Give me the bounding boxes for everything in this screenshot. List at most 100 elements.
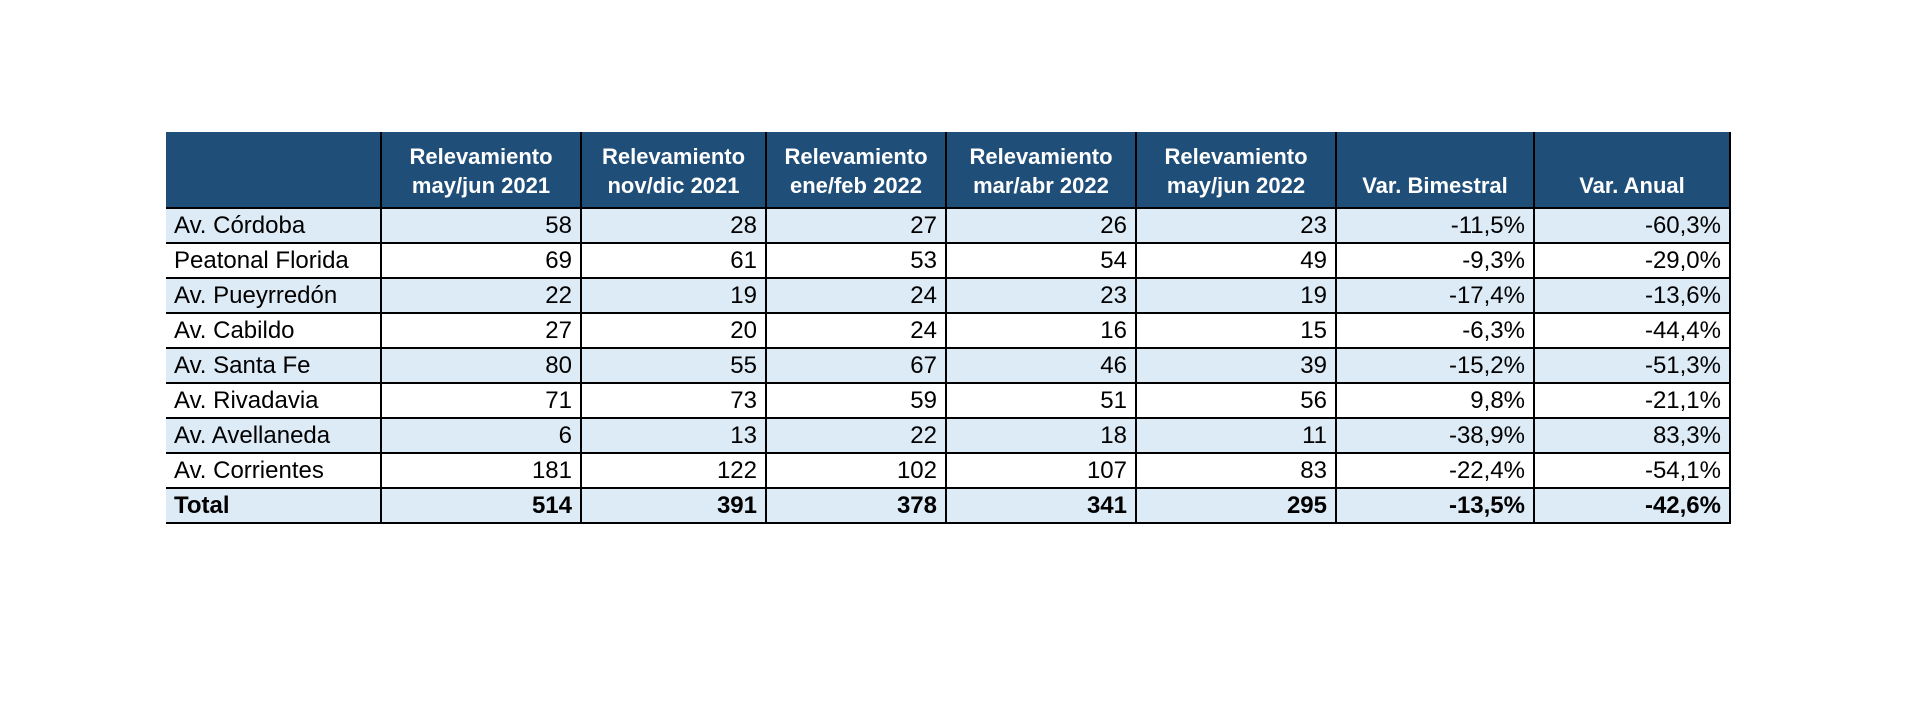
value-cell: 22 xyxy=(380,277,582,314)
value-cell: 83 xyxy=(1135,452,1337,489)
value-cell: 20 xyxy=(580,312,767,349)
value-cell: 16 xyxy=(945,312,1137,349)
value-cell: 71 xyxy=(380,382,582,419)
value-cell: 514 xyxy=(380,487,582,524)
row-label-cell: Av. Corrientes xyxy=(166,452,382,489)
row-label-cell: Av. Rivadavia xyxy=(166,382,382,419)
table-row-av-corrientes: Av. Corrientes 181 122 102 107 83 -22,4%… xyxy=(166,452,1731,489)
column-header-line2: mar/abr 2022 xyxy=(973,172,1109,198)
row-label-cell: Av. Pueyrredón xyxy=(166,277,382,314)
row-label-cell: Av. Santa Fe xyxy=(166,347,382,384)
value-cell: 73 xyxy=(580,382,767,419)
table-row-av-avellaneda: Av. Avellaneda 6 13 22 18 11 -38,9% 83,3… xyxy=(166,417,1731,454)
value-cell: 11 xyxy=(1135,417,1337,454)
column-header-line1: Relevamiento xyxy=(969,143,1113,169)
value-cell: 53 xyxy=(765,242,947,279)
value-cell: 26 xyxy=(945,207,1137,244)
value-cell: 61 xyxy=(580,242,767,279)
value-cell: 56 xyxy=(1135,382,1337,419)
row-label-cell: Av. Cabildo xyxy=(166,312,382,349)
value-cell: 13 xyxy=(580,417,767,454)
value-cell: 23 xyxy=(945,277,1137,314)
row-label-cell: Av. Córdoba xyxy=(166,207,382,244)
table-row-av-cabildo: Av. Cabildo 27 20 24 16 15 -6,3% -44,4% xyxy=(166,312,1731,349)
column-header-novdic-2021: Relevamiento nov/dic 2021 xyxy=(580,132,767,209)
value-cell: 102 xyxy=(765,452,947,489)
value-cell: -9,3% xyxy=(1335,242,1535,279)
value-cell: 27 xyxy=(380,312,582,349)
column-header-line1: Relevamiento xyxy=(1164,143,1308,169)
column-header-line2: Var. Bimestral xyxy=(1362,172,1508,198)
value-cell: 23 xyxy=(1135,207,1337,244)
value-cell: -11,5% xyxy=(1335,207,1535,244)
value-cell: 67 xyxy=(765,347,947,384)
column-header-enefeb-2022: Relevamiento ene/feb 2022 xyxy=(765,132,947,209)
column-header-marabr-2022: Relevamiento mar/abr 2022 xyxy=(945,132,1137,209)
value-cell: 22 xyxy=(765,417,947,454)
column-header-line1: Relevamiento xyxy=(601,143,746,169)
value-cell: 295 xyxy=(1135,487,1337,524)
value-cell: -6,3% xyxy=(1335,312,1535,349)
header-row: Relevamiento may/jun 2021 Relevamiento n… xyxy=(166,132,1731,209)
column-header-mayjun-2022: Relevamiento may/jun 2022 xyxy=(1135,132,1337,209)
value-cell: -51,3% xyxy=(1533,347,1731,384)
table-row-total: Total 514 391 378 341 295 -13,5% -42,6% xyxy=(166,487,1731,524)
value-cell: 6 xyxy=(380,417,582,454)
column-header-mayjun-2021: Relevamiento may/jun 2021 xyxy=(380,132,582,209)
value-cell: 341 xyxy=(945,487,1137,524)
table-row-peatonal-florida: Peatonal Florida 69 61 53 54 49 -9,3% -2… xyxy=(166,242,1731,279)
value-cell: 55 xyxy=(580,347,767,384)
value-cell: 54 xyxy=(945,242,1137,279)
survey-table: Relevamiento may/jun 2021 Relevamiento n… xyxy=(166,132,1731,524)
column-header-line2: may/jun 2021 xyxy=(411,172,551,198)
value-cell: 391 xyxy=(580,487,767,524)
row-label-cell: Total xyxy=(166,487,382,524)
value-cell: 46 xyxy=(945,347,1137,384)
table-row-av-pueyrredon: Av. Pueyrredón 22 19 24 23 19 -17,4% -13… xyxy=(166,277,1731,314)
value-cell: -13,6% xyxy=(1533,277,1731,314)
row-label-cell: Peatonal Florida xyxy=(166,242,382,279)
value-cell: 49 xyxy=(1135,242,1337,279)
column-header-line2: ene/feb 2022 xyxy=(789,172,923,198)
column-header-line2: may/jun 2022 xyxy=(1166,172,1306,198)
value-cell: 28 xyxy=(580,207,767,244)
column-header-line1: Relevamiento xyxy=(409,143,553,169)
column-header-var-bimestral: Var. Bimestral xyxy=(1335,132,1535,209)
value-cell: 69 xyxy=(380,242,582,279)
column-header-line1: Relevamiento xyxy=(784,143,928,169)
value-cell: -22,4% xyxy=(1335,452,1535,489)
value-cell: 181 xyxy=(380,452,582,489)
table-row-av-cordoba: Av. Córdoba 58 28 27 26 23 -11,5% -60,3% xyxy=(166,207,1731,244)
value-cell: -21,1% xyxy=(1533,382,1731,419)
corner-header-cell xyxy=(166,132,382,209)
value-cell: 122 xyxy=(580,452,767,489)
value-cell: -17,4% xyxy=(1335,277,1535,314)
value-cell: 39 xyxy=(1135,347,1337,384)
value-cell: -38,9% xyxy=(1335,417,1535,454)
value-cell: -13,5% xyxy=(1335,487,1535,524)
value-cell: 18 xyxy=(945,417,1137,454)
value-cell: 80 xyxy=(380,347,582,384)
value-cell: -54,1% xyxy=(1533,452,1731,489)
value-cell: -60,3% xyxy=(1533,207,1731,244)
value-cell: 9,8% xyxy=(1335,382,1535,419)
value-cell: 24 xyxy=(765,277,947,314)
value-cell: 58 xyxy=(380,207,582,244)
value-cell: -29,0% xyxy=(1533,242,1731,279)
column-header-line2: Var. Anual xyxy=(1579,172,1685,198)
table-body: Av. Córdoba 58 28 27 26 23 -11,5% -60,3%… xyxy=(166,207,1731,524)
value-cell: 51 xyxy=(945,382,1137,419)
value-cell: 15 xyxy=(1135,312,1337,349)
row-label-cell: Av. Avellaneda xyxy=(166,417,382,454)
table-header: Relevamiento may/jun 2021 Relevamiento n… xyxy=(166,132,1731,209)
table-row-av-rivadavia: Av. Rivadavia 71 73 59 51 56 9,8% -21,1% xyxy=(166,382,1731,419)
value-cell: -15,2% xyxy=(1335,347,1535,384)
table-row-av-santa-fe: Av. Santa Fe 80 55 67 46 39 -15,2% -51,3… xyxy=(166,347,1731,384)
column-header-var-anual: Var. Anual xyxy=(1533,132,1731,209)
survey-table-container: Relevamiento may/jun 2021 Relevamiento n… xyxy=(166,132,1731,524)
column-header-line2: nov/dic 2021 xyxy=(607,172,740,198)
value-cell: 83,3% xyxy=(1533,417,1731,454)
value-cell: 24 xyxy=(765,312,947,349)
value-cell: 59 xyxy=(765,382,947,419)
value-cell: 27 xyxy=(765,207,947,244)
